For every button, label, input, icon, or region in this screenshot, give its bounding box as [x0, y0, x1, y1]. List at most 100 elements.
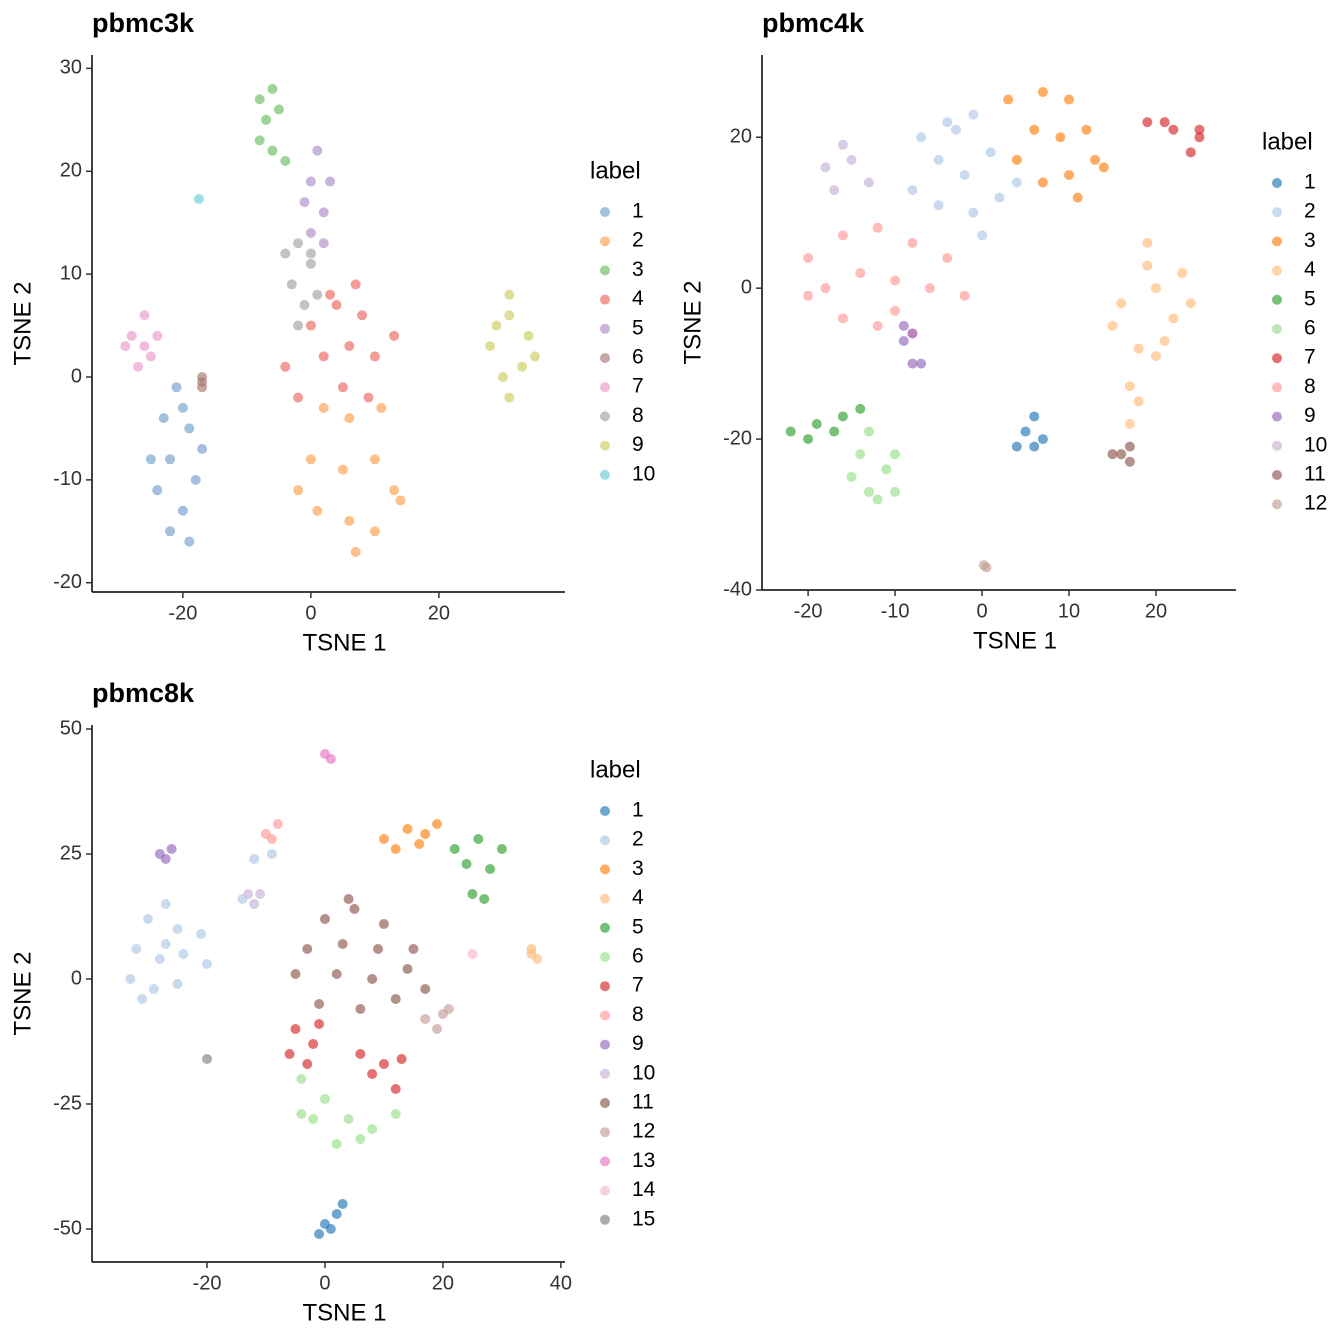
point [485, 341, 496, 352]
point [408, 944, 419, 954]
point [312, 145, 323, 156]
legend-key [1272, 324, 1282, 334]
point [1098, 162, 1109, 173]
point [837, 230, 848, 241]
point [165, 454, 176, 465]
point [449, 844, 460, 854]
point [846, 471, 857, 482]
x-tick-label: 40 [550, 1272, 572, 1294]
point [907, 328, 918, 339]
point [473, 834, 484, 844]
point [314, 1229, 325, 1239]
point [1011, 177, 1022, 188]
point [389, 485, 400, 496]
legend-label: 8 [632, 1003, 644, 1026]
legend-key [600, 952, 610, 962]
legend-key [600, 323, 610, 334]
y-tick-label: -20 [53, 571, 82, 593]
legend-key [600, 265, 610, 276]
point [312, 289, 323, 300]
point [331, 1139, 342, 1149]
legend-title: label [590, 157, 641, 184]
legend-label: 15 [632, 1207, 655, 1230]
point [148, 984, 159, 994]
legend-key [1272, 440, 1282, 451]
legend-key [600, 922, 610, 933]
legend-label: 5 [1304, 287, 1316, 310]
point [504, 310, 515, 321]
x-tick-label: 0 [976, 600, 987, 622]
point [968, 207, 979, 218]
point [1064, 94, 1075, 105]
point [785, 426, 796, 437]
point [171, 382, 182, 393]
legend-label: 2 [1304, 200, 1316, 223]
x-tick-label: -20 [193, 1272, 222, 1294]
y-tick-label: -40 [723, 578, 752, 600]
point [467, 949, 478, 959]
legend-label: 6 [632, 346, 644, 369]
y-tick-label: 20 [60, 160, 82, 182]
point [337, 464, 348, 475]
point [293, 392, 304, 403]
point [376, 402, 387, 413]
panel-title: pbmc8k [92, 678, 195, 708]
point [968, 109, 979, 120]
y-tick-label: -50 [53, 1217, 82, 1239]
point [890, 449, 901, 460]
point [820, 283, 831, 294]
legend-key [600, 236, 610, 247]
point [193, 194, 204, 205]
point [942, 117, 953, 128]
legend-label: 3 [632, 258, 644, 281]
legend-label: 4 [632, 287, 644, 310]
point [299, 299, 310, 310]
point [305, 454, 316, 465]
point [378, 1059, 389, 1069]
point [1150, 351, 1161, 362]
point [1150, 283, 1161, 294]
point [145, 454, 156, 465]
legend-key [1272, 411, 1282, 422]
point [255, 889, 266, 899]
point [344, 413, 355, 424]
point [855, 449, 866, 460]
point [443, 1004, 454, 1014]
point [526, 944, 537, 954]
point [811, 418, 822, 429]
legend-key [600, 411, 610, 422]
point [803, 252, 814, 263]
point [254, 135, 265, 146]
legend-key [600, 835, 610, 846]
point [166, 844, 177, 854]
point [178, 949, 189, 959]
x-tick-label: -20 [168, 602, 197, 624]
legend-label: 1 [1304, 171, 1316, 194]
legend-key [600, 1098, 610, 1108]
point [160, 939, 171, 949]
point [267, 145, 278, 156]
point [254, 94, 265, 105]
legend-key [600, 294, 610, 305]
point [863, 177, 874, 188]
legend-key [600, 864, 610, 875]
point [1116, 298, 1127, 309]
point [485, 864, 496, 874]
point [305, 227, 316, 238]
x-tick-label: -20 [794, 600, 823, 622]
legend-key [600, 1214, 610, 1225]
point [160, 854, 171, 864]
point [249, 899, 260, 909]
point [1011, 441, 1022, 452]
x-tick-label: -10 [881, 600, 910, 622]
point [344, 341, 355, 352]
point [337, 939, 348, 949]
point [837, 411, 848, 422]
point [314, 999, 325, 1009]
point [942, 252, 953, 263]
point [1037, 86, 1048, 97]
point [420, 1014, 431, 1024]
point [803, 290, 814, 301]
point [402, 824, 413, 834]
legend-label: 6 [632, 945, 644, 968]
